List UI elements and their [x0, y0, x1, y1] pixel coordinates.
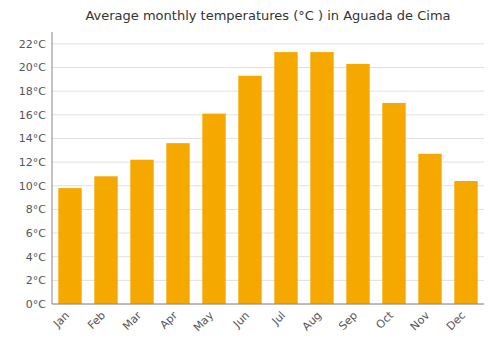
- grid-line: [52, 304, 484, 305]
- grid-line: [52, 43, 484, 44]
- x-tick-label: Apr: [157, 309, 180, 332]
- y-tick-label: 8°C: [26, 203, 46, 216]
- y-tick-label: 16°C: [19, 109, 46, 122]
- y-tick-label: 4°C: [26, 251, 46, 264]
- y-tick-label: 22°C: [19, 38, 46, 51]
- y-tick-label: 18°C: [19, 85, 46, 98]
- grid-line: [52, 138, 484, 139]
- bar: [202, 114, 225, 304]
- chart: Average monthly temperatures (°C ) in Ag…: [0, 0, 500, 350]
- bar: [274, 52, 297, 304]
- grid-line: [52, 67, 484, 68]
- x-tick-label: May: [191, 309, 217, 335]
- grid-line: [52, 91, 484, 92]
- x-axis: Jan Feb Mar Apr May Jun Jul Aug Sep Oct Nov Dec: [50, 308, 468, 334]
- bar: [238, 76, 261, 304]
- title: Average monthly temperatures (°C ) in Ag…: [85, 8, 450, 23]
- bar: [346, 64, 369, 304]
- x-tick-label: Sep: [336, 309, 360, 333]
- x-tick-label: Aug: [300, 309, 324, 333]
- x-tick-label: Jan: [50, 309, 72, 331]
- bars: [58, 52, 477, 304]
- x-tick-label: Nov: [408, 309, 433, 334]
- bar: [418, 154, 441, 304]
- x-tick-label: Jun: [230, 309, 252, 331]
- y-tick-label: 12°C: [19, 156, 46, 169]
- bar: [382, 103, 405, 304]
- bar: [310, 52, 333, 304]
- y-tick-label: 0°C: [26, 298, 46, 311]
- chart-container: Average monthly temperatures (°C ) in Ag…: [0, 0, 500, 350]
- y-tick-label: 10°C: [19, 180, 46, 193]
- grid: [52, 44, 484, 304]
- x-axis-line: [52, 304, 484, 305]
- bar: [94, 176, 117, 304]
- bar: [58, 188, 81, 304]
- y-tick-label: 6°C: [26, 227, 46, 240]
- y-tick-label: 14°C: [19, 132, 46, 145]
- y-tick-label: 20°C: [19, 61, 46, 74]
- x-tick-label: Mar: [120, 309, 144, 333]
- x-tick-label: Feb: [85, 309, 108, 332]
- x-tick-label: Dec: [444, 309, 468, 333]
- grid-line: [52, 114, 484, 115]
- x-tick-label: Oct: [373, 308, 396, 331]
- x-tick-label: Jul: [269, 309, 288, 328]
- y-tick-label: 2°C: [26, 274, 46, 287]
- bar: [454, 181, 477, 304]
- bar: [130, 160, 153, 304]
- y-axis-line: [52, 32, 53, 304]
- bar: [166, 143, 189, 304]
- y-axis: 0°C 2°C 4°C 6°C 8°C 10°C 12°C 14°C 16°C 18°C 20°C 2…: [19, 38, 46, 311]
